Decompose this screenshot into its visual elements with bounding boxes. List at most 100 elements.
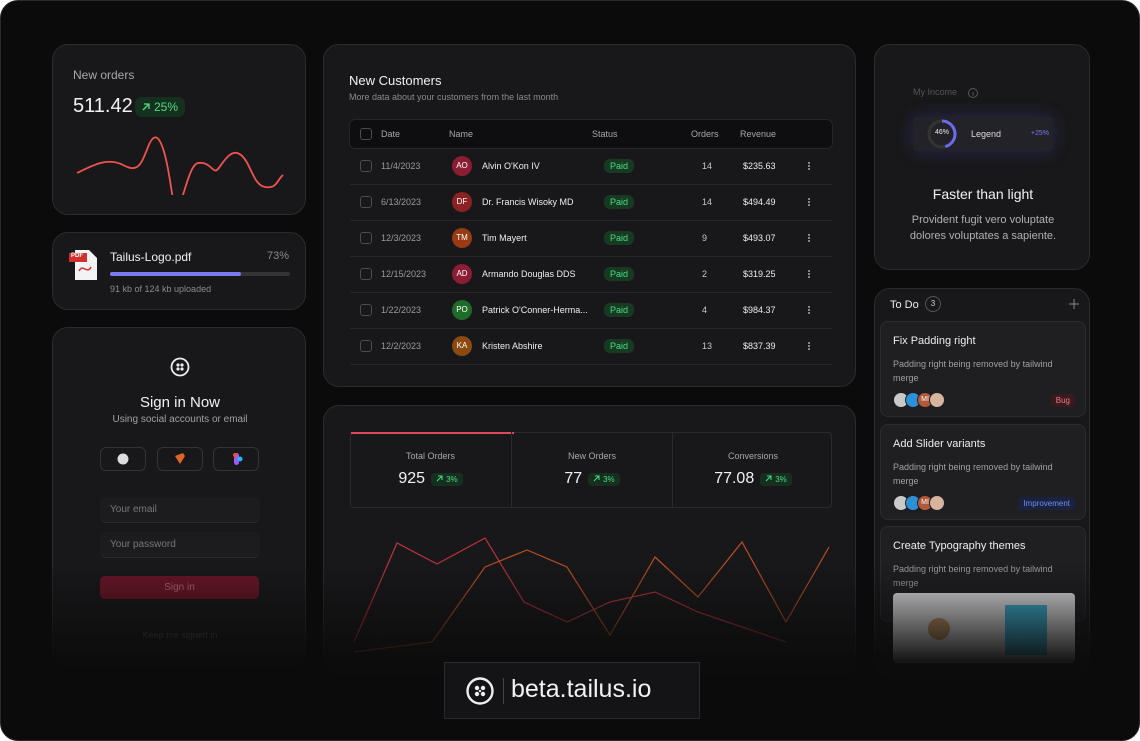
stat-change: 3% bbox=[760, 472, 792, 486]
header-cell: Revenue bbox=[740, 129, 777, 139]
header-cell: Name bbox=[449, 129, 474, 139]
value: 511.42 bbox=[73, 95, 133, 117]
logo-icon bbox=[170, 357, 190, 377]
status: Paid bbox=[604, 231, 635, 245]
todo-tag: Bug bbox=[1050, 394, 1075, 407]
status: Paid bbox=[604, 195, 635, 209]
revenue: $494.49 bbox=[743, 197, 776, 207]
change-text: 3% bbox=[446, 474, 458, 484]
row-menu[interactable] bbox=[808, 306, 812, 314]
pdf-icon bbox=[69, 250, 97, 280]
change-text: 3% bbox=[603, 474, 615, 484]
stat-change: 3% bbox=[588, 472, 620, 486]
customers-card: New Customers More data about your custo… bbox=[323, 44, 856, 387]
select-all-checkbox[interactable] bbox=[360, 128, 372, 140]
remember-me[interactable]: Keep me signed in bbox=[142, 630, 218, 640]
orders: 4 bbox=[702, 305, 708, 315]
gitlab-button[interactable] bbox=[157, 447, 203, 471]
todo-item[interactable]: Fix Padding right Padding right being rem… bbox=[880, 321, 1086, 417]
stat-value: 77 bbox=[564, 470, 583, 487]
row-checkbox[interactable] bbox=[360, 340, 372, 352]
orders: 14 bbox=[702, 197, 713, 207]
sign-in-subtitle: Using social accounts or email bbox=[112, 414, 248, 425]
row-checkbox[interactable] bbox=[360, 160, 372, 172]
add-button[interactable] bbox=[1069, 299, 1079, 309]
avatar: AO bbox=[452, 156, 472, 176]
sparkline bbox=[76, 136, 284, 195]
row-menu[interactable] bbox=[808, 198, 812, 206]
email-input[interactable]: Your email bbox=[100, 497, 260, 523]
todo-item-description: Padding right being removed by tailwind … bbox=[893, 359, 1053, 383]
header-cell: Orders bbox=[691, 129, 719, 139]
todo-item[interactable]: Create Typography themes Padding right be… bbox=[880, 526, 1086, 663]
todo-item-title: Fix Padding right bbox=[893, 335, 976, 347]
github-button[interactable] bbox=[100, 447, 146, 471]
stat: New Orders 77 3% bbox=[511, 432, 672, 508]
table-header: Date Name Status Orders Revenue bbox=[349, 119, 833, 149]
info-icon bbox=[968, 88, 978, 98]
revenue: $984.37 bbox=[743, 305, 776, 315]
badge: beta.tailus.io bbox=[444, 662, 700, 719]
row-menu[interactable] bbox=[808, 342, 812, 350]
customer-name: Tim Mayert bbox=[482, 233, 527, 243]
stat-label: Total Orders bbox=[405, 451, 456, 461]
avatar: TM bbox=[452, 228, 472, 248]
gauge bbox=[927, 119, 957, 149]
revenue: $319.25 bbox=[743, 269, 776, 279]
preview-image bbox=[893, 593, 1075, 663]
todo-item-description: Padding right being removed by tailwind … bbox=[893, 564, 1053, 588]
password-input[interactable]: Your password bbox=[100, 532, 260, 558]
date: 12/15/2023 bbox=[381, 269, 427, 279]
table-row: 1/22/2023 PO Patrick O'Conner-Herma... Paid… bbox=[350, 292, 832, 329]
orders: 9 bbox=[702, 233, 708, 243]
row-checkbox[interactable] bbox=[360, 232, 372, 244]
change: 25% bbox=[154, 100, 179, 114]
preview-plate bbox=[928, 618, 950, 640]
customers-subtitle: More data about your customers from the … bbox=[349, 92, 559, 102]
todo-count: 3 bbox=[925, 296, 941, 312]
legend: Legend bbox=[971, 129, 1002, 139]
todo-item-description: Padding right being removed by tailwind … bbox=[893, 461, 1053, 486]
avatar: DF bbox=[452, 192, 472, 212]
row-checkbox[interactable] bbox=[360, 196, 372, 208]
stat: Conversions 77.08 3% bbox=[672, 432, 833, 508]
income-widget: 46% Legend +25% bbox=[913, 117, 1053, 151]
file-name: Tailus-Logo.pdf bbox=[110, 250, 192, 264]
line-chart bbox=[353, 537, 830, 653]
row-checkbox[interactable] bbox=[360, 304, 372, 316]
table-row: 6/13/2023 DF Dr. Francis Wisoky MD Paid 14 $4… bbox=[350, 184, 832, 221]
arrow-icon bbox=[765, 475, 772, 484]
stats-card: Total Orders 925 3% New Orders 77 3% Conversio… bbox=[323, 405, 856, 675]
avatar: AD bbox=[452, 264, 472, 284]
customers-title: New Customers bbox=[349, 73, 442, 88]
arrow-icon bbox=[142, 103, 150, 111]
label: New orders bbox=[73, 68, 135, 82]
upload-card: PDF Tailus-Logo.pdf 73% 91 kb of 124 kb … bbox=[52, 232, 306, 310]
stat-label: New Orders bbox=[567, 451, 616, 461]
new-orders-card: New orders 511.42 25% bbox=[52, 44, 306, 215]
date: 6/13/2023 bbox=[381, 197, 422, 207]
todo-title: To Do bbox=[890, 299, 919, 311]
row-checkbox[interactable] bbox=[360, 268, 372, 280]
date: 11/4/2023 bbox=[381, 161, 421, 171]
revenue: $837.39 bbox=[743, 341, 776, 351]
row-menu[interactable] bbox=[808, 162, 812, 170]
badge-text: beta.tailus.io bbox=[511, 675, 652, 703]
todo-tag: Improvement bbox=[1018, 496, 1075, 510]
orders: 13 bbox=[702, 341, 713, 351]
sign-in-button[interactable]: Sign in bbox=[100, 576, 259, 599]
avatar: PO bbox=[452, 300, 472, 320]
stat-value: 925 bbox=[398, 470, 426, 487]
gauge-label: 46% bbox=[934, 129, 949, 136]
todo-item[interactable]: Add Slider variants Padding right being r… bbox=[880, 423, 1086, 520]
figma-button[interactable] bbox=[213, 447, 259, 471]
stat-value: 77.08 bbox=[714, 470, 755, 487]
sign-in-title: Sign in Now bbox=[139, 394, 221, 411]
row-menu[interactable] bbox=[808, 270, 812, 278]
orders: 14 bbox=[702, 161, 713, 171]
row-menu[interactable] bbox=[808, 234, 812, 242]
customer-name: Dr. Francis Wisoky MD bbox=[482, 197, 574, 207]
table-row: 11/4/2023 AO Alvin O'Kon IV Paid 14 $235.63 bbox=[350, 148, 832, 185]
stat-row: 925 3% bbox=[350, 470, 511, 488]
